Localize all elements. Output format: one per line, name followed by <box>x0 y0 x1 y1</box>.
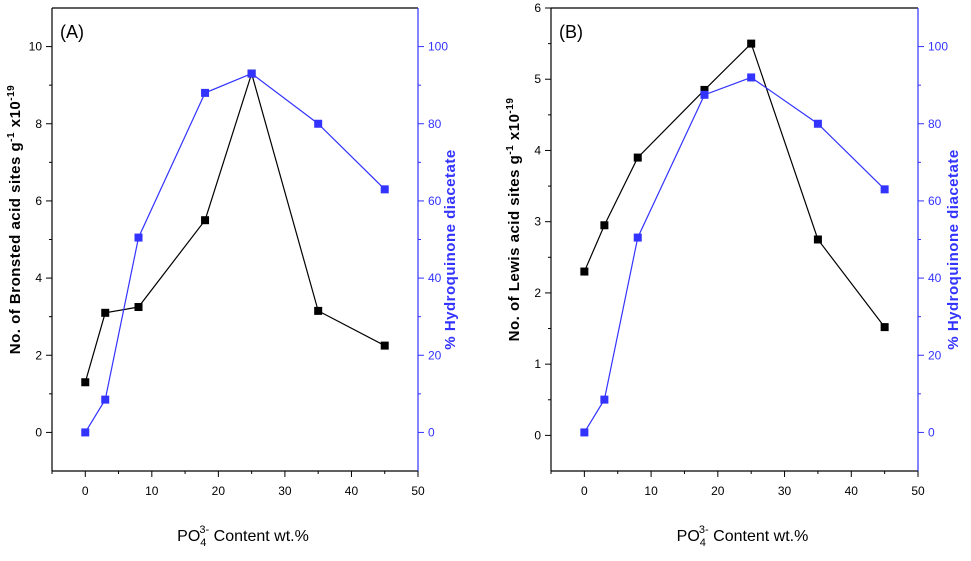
y-left-tick-label: 10 <box>29 40 43 54</box>
data-point-left <box>600 221 609 230</box>
data-point-left <box>380 341 389 350</box>
data-point-right <box>134 233 143 242</box>
data-point-right <box>380 185 389 194</box>
y-right-tick-label: 0 <box>928 425 935 439</box>
data-point-left <box>101 308 110 317</box>
y-left-tick-label: 2 <box>35 348 42 362</box>
data-point-right <box>81 428 90 437</box>
y-right-tick-label: 80 <box>928 117 942 131</box>
data-point-right <box>600 395 609 404</box>
y-axis-left-title-sup: -1 <box>6 132 17 142</box>
data-point-left <box>81 378 90 387</box>
y-axis-left-title-text: No. of Bronsted acid sites g <box>7 142 24 354</box>
data-point-right <box>633 233 642 242</box>
y-left-tick-label: 6 <box>534 1 541 15</box>
x-tick-label: 40 <box>845 484 859 498</box>
x-tick-label: 0 <box>82 484 89 498</box>
data-point-left <box>700 85 709 94</box>
y-axis-left-title-sup: -1 <box>505 145 516 155</box>
x-axis-title-sup: 3- <box>199 524 209 536</box>
data-point-left <box>580 267 589 276</box>
x-axis-title-text: Content wt.% <box>209 528 309 545</box>
x-axis-title-sub: 4 <box>200 537 206 549</box>
y-left-tick-label: 4 <box>534 143 541 157</box>
y-left-tick-label: 2 <box>534 286 541 300</box>
x-tick-label: 40 <box>345 484 359 498</box>
x-axis-title-sub: 4 <box>700 537 706 549</box>
panel-label: (A) <box>60 22 84 42</box>
y-right-tick-label: 40 <box>428 271 442 285</box>
y-axis-left-title-sup: -19 <box>505 98 516 114</box>
y-left-tick-label: 5 <box>534 72 541 86</box>
y-left-tick-label: 6 <box>35 194 42 208</box>
y-left-tick-label: 8 <box>35 117 42 131</box>
data-point-left <box>747 39 756 48</box>
x-axis-title-text: PO <box>177 528 200 545</box>
x-axis-title: PO43- Content wt.% <box>177 524 309 549</box>
x-axis-title: PO43- Content wt.% <box>677 524 809 549</box>
x-tick-label: 20 <box>212 484 226 498</box>
data-point-right <box>201 88 210 97</box>
x-tick-label: 30 <box>778 484 792 498</box>
x-tick-label: 20 <box>711 484 725 498</box>
y-right-tick-label: 0 <box>428 425 435 439</box>
series-line-right <box>583 76 886 433</box>
x-tick-label: 30 <box>278 484 292 498</box>
x-axis-title-sup: 3- <box>699 524 709 536</box>
data-point-right <box>314 119 323 128</box>
panel-label: (B) <box>559 22 583 42</box>
y-axis-left-title: No. of Lewis acid sites g-1 x10-19 <box>505 98 523 342</box>
y-right-tick-label: 60 <box>428 194 442 208</box>
y-right-tick-label: 100 <box>928 40 948 54</box>
x-tick-label: 0 <box>581 484 588 498</box>
y-axis-left-title: No. of Bronsted acid sites g-1 x10-19 <box>6 85 24 354</box>
data-point-left <box>813 235 822 244</box>
y-left-tick-label: 0 <box>534 428 541 442</box>
series-line-left <box>84 71 386 383</box>
x-tick-label: 10 <box>145 484 159 498</box>
y-left-tick-label: 1 <box>534 357 541 371</box>
y-axis-right-title: % Hydroquinone diacetate <box>945 149 962 349</box>
y-axis-left-title-text: x10 <box>7 101 24 132</box>
y-axis-right-title: % Hydroquinone diacetate <box>442 149 459 349</box>
y-right-tick-label: 60 <box>928 194 942 208</box>
data-point-left <box>314 306 323 315</box>
y-right-tick-label: 80 <box>428 117 442 131</box>
data-point-right <box>700 90 709 99</box>
x-tick-label: 50 <box>411 484 425 498</box>
data-point-right <box>580 428 589 437</box>
data-point-right <box>747 73 756 82</box>
y-axis-left-title-text: No. of Lewis acid sites g <box>506 155 523 342</box>
data-point-left <box>134 303 143 312</box>
y-left-tick-label: 3 <box>534 215 541 229</box>
data-point-left <box>633 153 642 162</box>
y-axis-left-title-text: x10 <box>506 114 523 145</box>
x-axis-title-text: Content wt.% <box>709 528 809 545</box>
y-left-tick-label: 0 <box>35 425 42 439</box>
y-right-tick-label: 20 <box>928 348 942 362</box>
y-right-tick-label: 20 <box>428 348 442 362</box>
data-point-left <box>201 216 210 225</box>
series-line-left <box>583 42 886 328</box>
y-right-tick-label: 40 <box>928 271 942 285</box>
x-tick-label: 50 <box>911 484 925 498</box>
data-point-right <box>101 395 110 404</box>
x-axis-title-text: PO <box>677 528 700 545</box>
y-axis-left-title-sup: -19 <box>6 85 17 101</box>
data-point-right <box>880 185 889 194</box>
x-tick-label: 10 <box>644 484 658 498</box>
y-left-tick-label: 4 <box>35 271 42 285</box>
data-point-left <box>880 323 889 332</box>
data-point-right <box>247 69 256 78</box>
data-point-right <box>813 119 822 128</box>
y-right-tick-label: 100 <box>428 40 448 54</box>
